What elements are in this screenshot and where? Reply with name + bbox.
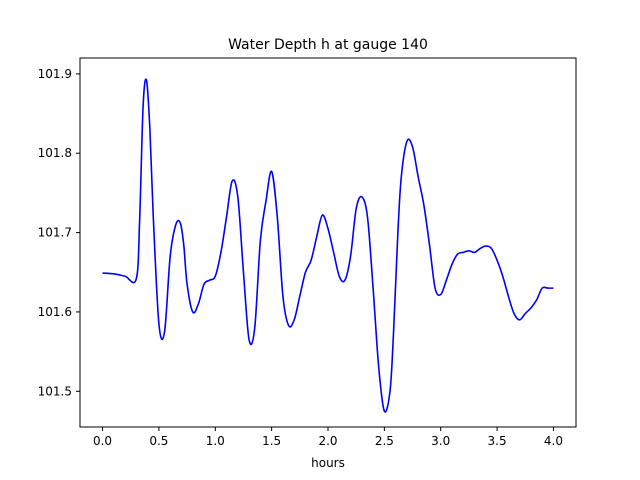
- x-tick-label: 2.0: [318, 434, 337, 448]
- series-line-0: [102, 78, 554, 413]
- x-axis-label: hours: [311, 456, 345, 470]
- y-tick-label: 101.5: [38, 384, 72, 398]
- x-tick-label: 3.0: [431, 434, 450, 448]
- y-tick-label: 101.8: [38, 146, 72, 160]
- y-tick-label: 101.7: [38, 226, 72, 240]
- x-tick-label: 0.5: [149, 434, 168, 448]
- chart-title: Water Depth h at gauge 140: [228, 37, 428, 53]
- x-tick-label: 2.5: [375, 434, 394, 448]
- y-tick-label: 101.6: [38, 305, 72, 319]
- x-tick-label: 4.0: [544, 434, 563, 448]
- x-tick-label: 0.0: [93, 434, 112, 448]
- x-axis-ticks: 0.0 0.5 1.0 1.5 2.0 2.5 3.0 3.5 4.0: [93, 427, 563, 448]
- y-axis-ticks: 101.5 101.6 101.7 101.8 101.9: [38, 67, 80, 398]
- x-tick-label: 3.5: [488, 434, 507, 448]
- x-tick-label: 1.5: [262, 434, 281, 448]
- y-tick-label: 101.9: [38, 67, 72, 81]
- x-tick-label: 1.0: [206, 434, 225, 448]
